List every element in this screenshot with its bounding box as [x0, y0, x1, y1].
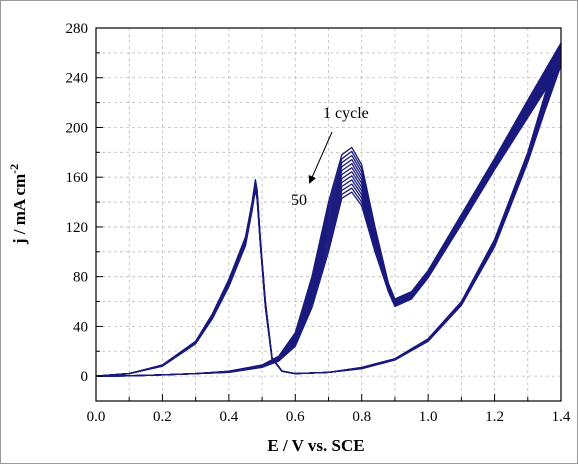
y-tick-label: 160 — [66, 170, 89, 186]
axis-ticks — [95, 27, 562, 401]
y-tick-label: 280 — [66, 21, 89, 37]
x-tick-label: 0.6 — [286, 409, 305, 425]
cv-cycle-curve — [95, 64, 562, 377]
y-tick-label: 200 — [66, 120, 89, 136]
x-axis-label: E / V vs. SCE — [267, 436, 364, 455]
x-tick-label: 1.4 — [552, 409, 571, 425]
x-tick-labels: 0.0 0.2 0.4 0.6 0.8 1.0 1.2 1.4 — [87, 409, 571, 425]
cycle-arrow — [308, 131, 333, 184]
x-tick-label: 0.2 — [153, 409, 172, 425]
x-tick-label: 1.2 — [485, 409, 504, 425]
x-tick-label: 0.4 — [219, 409, 238, 425]
y-axis-label-main: j / mA cm — [10, 174, 29, 245]
y-tick-label: 120 — [66, 220, 89, 236]
y-tick-labels: 0 40 80 120 160 200 240 280 — [66, 21, 89, 385]
cv-curves — [95, 42, 562, 377]
y-axis-label: j / mA cm-2 — [7, 164, 29, 245]
y-axis-label-superscript: -2 — [7, 164, 21, 174]
y-tick-label: 240 — [66, 71, 89, 87]
y-tick-label: 0 — [81, 369, 89, 385]
x-tick-label: 1.0 — [419, 409, 438, 425]
y-tick-label: 80 — [73, 270, 88, 286]
x-tick-label: 0.0 — [87, 409, 106, 425]
x-tick-label: 0.8 — [352, 409, 371, 425]
y-tick-label: 40 — [73, 319, 88, 335]
annotation-first-cycle: 1 cycle — [323, 105, 369, 122]
annotation-last-cycle: 50 — [291, 192, 307, 209]
